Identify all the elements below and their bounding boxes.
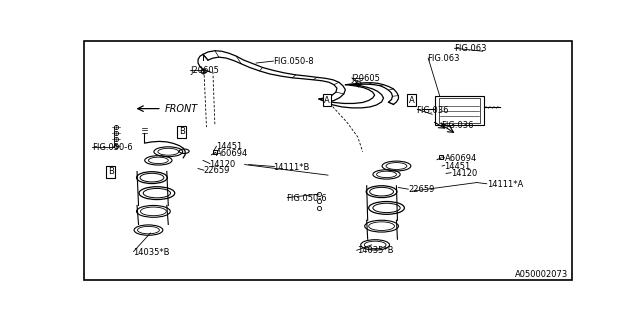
Text: FIG.050-8: FIG.050-8 xyxy=(273,57,314,66)
Text: 14035*B: 14035*B xyxy=(356,246,393,255)
Text: A60694: A60694 xyxy=(445,154,477,163)
Text: 14035*B: 14035*B xyxy=(134,248,170,257)
Text: A60694: A60694 xyxy=(216,149,249,158)
Text: FIG.050-6: FIG.050-6 xyxy=(286,194,326,203)
Text: 14120: 14120 xyxy=(209,160,236,169)
Text: A: A xyxy=(324,96,330,105)
Text: FIG.063: FIG.063 xyxy=(428,54,460,63)
Text: 14120: 14120 xyxy=(451,169,477,178)
Text: J20605: J20605 xyxy=(190,67,219,76)
Text: 14451: 14451 xyxy=(445,162,471,171)
Text: A: A xyxy=(408,96,414,105)
Text: FIG.036: FIG.036 xyxy=(441,121,474,130)
Text: B: B xyxy=(179,127,184,136)
Text: FRONT: FRONT xyxy=(164,104,198,114)
Text: 14111*B: 14111*B xyxy=(273,163,310,172)
Text: B: B xyxy=(108,167,114,176)
Text: FIG.063: FIG.063 xyxy=(454,44,487,53)
Text: 22659: 22659 xyxy=(408,185,435,195)
Text: 14111*A: 14111*A xyxy=(486,180,523,189)
Text: FIG.050-6: FIG.050-6 xyxy=(92,143,133,152)
Text: 14451: 14451 xyxy=(216,142,243,151)
Text: J20605: J20605 xyxy=(352,74,381,83)
Text: FIG.036: FIG.036 xyxy=(416,106,449,115)
Text: A050002073: A050002073 xyxy=(515,270,568,279)
Text: 22659: 22659 xyxy=(203,166,229,175)
